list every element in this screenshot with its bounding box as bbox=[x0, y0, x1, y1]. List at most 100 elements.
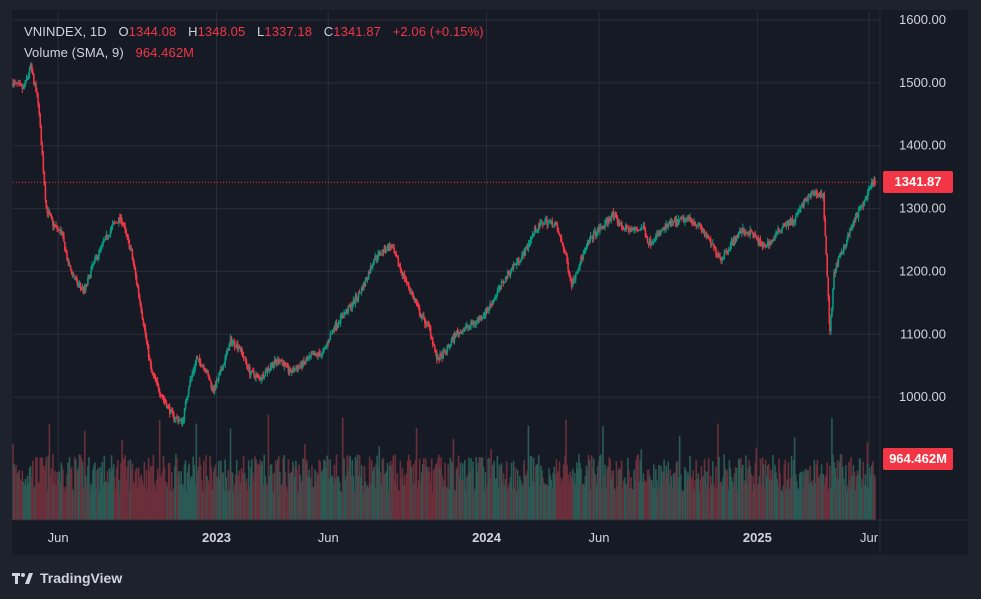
volume-bar bbox=[845, 465, 847, 520]
candle-body bbox=[399, 266, 402, 270]
volume-bar bbox=[382, 457, 385, 520]
candle-body bbox=[541, 221, 543, 223]
candle-body bbox=[131, 250, 134, 259]
volume-bar bbox=[510, 462, 513, 520]
candle-body bbox=[223, 364, 225, 366]
volume-bar bbox=[434, 464, 437, 520]
candle-body bbox=[398, 265, 401, 267]
candle-body bbox=[511, 267, 514, 269]
candle-body bbox=[302, 360, 304, 368]
volume-bar bbox=[273, 472, 276, 520]
candle-body bbox=[180, 419, 182, 421]
volume-bar bbox=[55, 484, 57, 520]
volume-bar bbox=[49, 476, 52, 520]
candle-body bbox=[134, 268, 137, 276]
volume-bar bbox=[685, 470, 687, 520]
candle-body bbox=[618, 223, 621, 226]
volume-bar bbox=[15, 465, 17, 520]
volume-bar bbox=[572, 481, 575, 520]
volume-bar bbox=[27, 483, 30, 520]
volume-bar bbox=[835, 477, 838, 520]
volume-bar bbox=[200, 480, 203, 520]
volume-bar bbox=[195, 480, 198, 520]
chart-pane[interactable] bbox=[12, 10, 968, 555]
candle-body bbox=[210, 381, 212, 388]
volume-bar bbox=[666, 473, 669, 520]
candle-body bbox=[308, 356, 310, 359]
candle-body bbox=[337, 323, 340, 325]
candle-body bbox=[402, 273, 405, 277]
candle-body bbox=[160, 395, 163, 397]
volume-bar bbox=[668, 484, 671, 520]
candle-body bbox=[229, 337, 232, 340]
volume-bar bbox=[706, 471, 709, 520]
candle-body bbox=[240, 346, 243, 352]
volume-bar bbox=[14, 467, 16, 520]
low-label: L bbox=[257, 24, 265, 39]
volume-bar bbox=[69, 469, 72, 520]
volume-bar bbox=[424, 464, 426, 520]
volume-bar bbox=[115, 467, 118, 520]
volume-bar bbox=[342, 484, 344, 520]
volume-bar bbox=[183, 464, 186, 520]
volume-bar bbox=[98, 489, 100, 520]
volume-value: 964.462M bbox=[135, 45, 195, 60]
volume-bar bbox=[396, 473, 399, 520]
volume-bar bbox=[848, 461, 850, 520]
candle-body bbox=[845, 244, 847, 248]
volume-bar bbox=[722, 477, 724, 520]
candle-body bbox=[730, 241, 733, 245]
volume-bar bbox=[485, 487, 488, 520]
volume-bar bbox=[761, 457, 764, 520]
volume-bar bbox=[296, 469, 298, 520]
candle-body bbox=[407, 282, 410, 288]
tradingview-brand[interactable]: TradingView bbox=[12, 568, 122, 588]
candle-body bbox=[621, 227, 624, 229]
candle-body bbox=[86, 284, 88, 286]
volume-bar bbox=[622, 480, 625, 520]
volume-bar bbox=[81, 462, 84, 520]
candle-body bbox=[493, 299, 496, 301]
candle-body bbox=[631, 229, 633, 231]
candle-body bbox=[578, 267, 580, 271]
candle-body bbox=[151, 371, 154, 373]
candle-body bbox=[139, 300, 142, 306]
candle-body bbox=[445, 352, 447, 354]
candle-body bbox=[37, 93, 39, 100]
candle-body bbox=[373, 260, 375, 263]
time-tick-label: 2023 bbox=[202, 530, 231, 545]
volume-bar bbox=[157, 475, 160, 520]
candle-body bbox=[385, 250, 388, 252]
volume-bar bbox=[759, 459, 762, 520]
volume-bar bbox=[803, 470, 805, 520]
candle-body bbox=[73, 276, 76, 279]
volume-bar bbox=[100, 472, 102, 520]
volume-bar bbox=[104, 482, 107, 520]
volume-bar bbox=[120, 463, 122, 520]
candle-body bbox=[97, 255, 99, 260]
candle-body bbox=[413, 299, 416, 301]
volume-bar bbox=[628, 470, 630, 520]
volume-bar bbox=[701, 478, 704, 520]
volume-bar bbox=[290, 471, 293, 520]
candle-body bbox=[476, 320, 479, 322]
candle-body bbox=[624, 225, 627, 229]
candle-body bbox=[633, 229, 635, 231]
volume-bar bbox=[525, 474, 528, 520]
candle-body bbox=[194, 362, 197, 369]
candle-body bbox=[224, 356, 227, 365]
volume-bar bbox=[181, 483, 184, 520]
volume-bar bbox=[282, 457, 285, 520]
candle-body bbox=[847, 233, 849, 240]
candle-body bbox=[71, 273, 74, 275]
candle-body bbox=[282, 361, 285, 367]
candle-body bbox=[528, 243, 531, 245]
candle-body bbox=[250, 372, 252, 375]
candle-body bbox=[667, 222, 670, 227]
candle-body bbox=[676, 219, 679, 225]
candle-body bbox=[846, 239, 848, 245]
candle-body bbox=[564, 251, 566, 253]
volume-bar bbox=[868, 467, 871, 520]
candle-body bbox=[285, 363, 288, 365]
